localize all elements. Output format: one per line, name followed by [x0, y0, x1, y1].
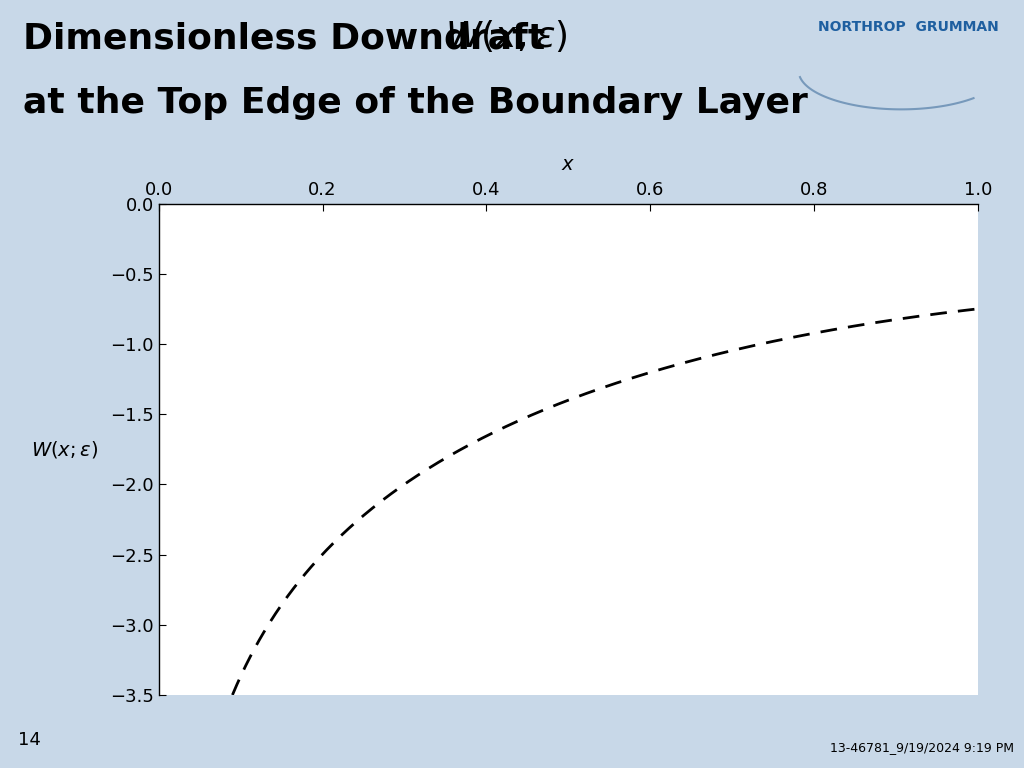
Text: $W(x;\varepsilon)$: $W(x;\varepsilon)$ — [31, 439, 98, 460]
Text: $W(x;\varepsilon)$: $W(x;\varepsilon)$ — [445, 18, 568, 55]
Text: NORTHROP  GRUMMAN: NORTHROP GRUMMAN — [817, 20, 998, 35]
Text: Dimensionless Downdraft: Dimensionless Downdraft — [23, 22, 557, 55]
Text: at the Top Edge of the Boundary Layer: at the Top Edge of the Boundary Layer — [23, 85, 807, 120]
Text: 14: 14 — [18, 731, 41, 750]
Text: 13-46781_9/19/2024 9:19 PM: 13-46781_9/19/2024 9:19 PM — [829, 741, 1014, 754]
X-axis label: $x$: $x$ — [561, 154, 575, 174]
